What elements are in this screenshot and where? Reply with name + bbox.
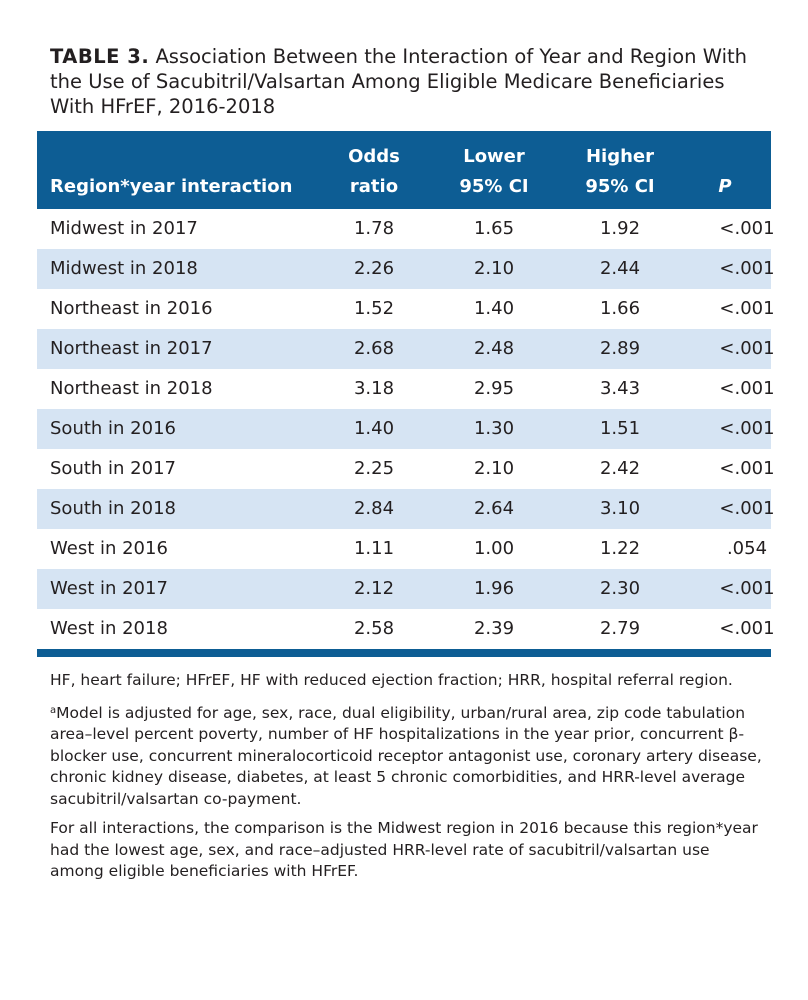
cell-lower-ci: 2.95 — [473, 378, 515, 399]
header-lower-ci-line1: Lower — [463, 146, 525, 167]
cell-higher-ci: 2.89 — [599, 338, 641, 359]
cell-region: West in 2017 — [50, 578, 168, 599]
table-body: Midwest in 2017 1.78 1.65 1.92 <.001 Midwest … — [37, 209, 775, 649]
cell-odds-ratio: 2.84 — [353, 498, 395, 519]
cell-higher-ci: 2.44 — [599, 258, 641, 279]
cell-odds-ratio: 2.26 — [353, 258, 395, 279]
cell-p-value: <.001 — [719, 218, 775, 239]
cell-p-value: <.001 — [719, 578, 775, 599]
cell-higher-ci: 3.43 — [599, 378, 641, 399]
cell-lower-ci: 2.10 — [473, 258, 515, 279]
cell-odds-ratio: 3.18 — [353, 378, 395, 399]
cell-higher-ci: 1.22 — [599, 538, 641, 559]
cell-region: West in 2016 — [50, 538, 168, 559]
cell-odds-ratio: 1.78 — [353, 218, 395, 239]
table-row: Midwest in 2018 2.26 2.10 2.44 <.001 — [37, 249, 775, 289]
table-row: Midwest in 2017 1.78 1.65 1.92 <.001 — [37, 209, 775, 249]
cell-lower-ci: 2.10 — [473, 458, 515, 479]
cell-odds-ratio: 2.12 — [353, 578, 395, 599]
footnotes: HF, heart failure; HFrEF, HF with reduce… — [50, 670, 765, 891]
cell-p-value: <.001 — [719, 338, 775, 359]
cell-p-value: <.001 — [719, 618, 775, 639]
footnote-comparison: For all interactions, the comparison is … — [50, 819, 758, 880]
cell-region: Midwest in 2018 — [50, 258, 198, 279]
cell-odds-ratio: 1.40 — [353, 418, 395, 439]
cell-p-value: <.001 — [719, 378, 775, 399]
cell-lower-ci: 2.39 — [473, 618, 515, 639]
cell-lower-ci: 1.00 — [473, 538, 515, 559]
footnote-abbreviations: HF, heart failure; HFrEF, HF with reduce… — [50, 671, 733, 689]
cell-region: West in 2018 — [50, 618, 168, 639]
cell-lower-ci: 2.48 — [473, 338, 515, 359]
table-row: West in 2018 2.58 2.39 2.79 <.001 — [37, 609, 775, 649]
header-odds-ratio: Odds ratio — [319, 142, 429, 202]
cell-lower-ci: 1.40 — [473, 298, 515, 319]
table-row: South in 2018 2.84 2.64 3.10 <.001 — [37, 489, 775, 529]
header-lower-ci: Lower 95% CI — [439, 142, 549, 202]
table-bottom-rule — [37, 649, 771, 657]
header-region: Region*year interaction — [50, 176, 293, 197]
table-row: Northeast in 2017 2.68 2.48 2.89 <.001 — [37, 329, 775, 369]
cell-lower-ci: 2.64 — [473, 498, 515, 519]
table-row: Northeast in 2016 1.52 1.40 1.66 <.001 — [37, 289, 775, 329]
cell-odds-ratio: 2.25 — [353, 458, 395, 479]
cell-higher-ci: 3.10 — [599, 498, 641, 519]
cell-lower-ci: 1.65 — [473, 218, 515, 239]
cell-region: Northeast in 2016 — [50, 298, 213, 319]
header-odds-ratio-line1: Odds — [348, 146, 400, 167]
cell-higher-ci: 2.30 — [599, 578, 641, 599]
header-higher-ci: Higher 95% CI — [565, 142, 675, 202]
cell-odds-ratio: 1.11 — [353, 538, 395, 559]
table-label: TABLE 3. — [50, 45, 150, 68]
header-higher-ci-line2: 95% CI — [585, 176, 655, 197]
cell-region: South in 2016 — [50, 418, 176, 439]
cell-region: South in 2018 — [50, 498, 176, 519]
cell-higher-ci: 1.92 — [599, 218, 641, 239]
footnote-a-marker: a — [50, 704, 57, 716]
cell-odds-ratio: 2.68 — [353, 338, 395, 359]
header-higher-ci-line1: Higher — [585, 146, 655, 167]
header-odds-ratio-line2: ratio — [349, 176, 399, 197]
table-row: South in 2016 1.40 1.30 1.51 <.001 — [37, 409, 775, 449]
header-lower-ci-line2: 95% CI — [459, 176, 529, 197]
cell-p-value: <.001 — [719, 458, 775, 479]
table-row: South in 2017 2.25 2.10 2.42 <.001 — [37, 449, 775, 489]
data-table: Region*year interaction Odds ratio Lower… — [37, 131, 775, 657]
header-p-value: P — [718, 176, 732, 197]
table-title: Association Between the Interaction of Y… — [50, 45, 748, 118]
cell-p-value: <.001 — [719, 298, 775, 319]
cell-region: South in 2017 — [50, 458, 176, 479]
footnote-a-text: Model is adjusted for age, sex, race, du… — [50, 703, 762, 808]
cell-p-value: <.001 — [719, 258, 775, 279]
table-caption: TABLE 3. Association Between the Interac… — [50, 44, 770, 119]
cell-region: Northeast in 2018 — [50, 378, 213, 399]
table-header: Region*year interaction Odds ratio Lower… — [37, 131, 771, 209]
cell-higher-ci: 2.79 — [599, 618, 641, 639]
cell-p-value: <.001 — [719, 498, 775, 519]
cell-higher-ci: 1.66 — [599, 298, 641, 319]
cell-p-value: <.001 — [719, 418, 775, 439]
cell-lower-ci: 1.96 — [473, 578, 515, 599]
table-row: West in 2016 1.11 1.00 1.22 .054 — [37, 529, 771, 569]
cell-higher-ci: 2.42 — [599, 458, 641, 479]
cell-odds-ratio: 1.52 — [353, 298, 395, 319]
cell-higher-ci: 1.51 — [599, 418, 641, 439]
footnote-a: aModel is adjusted for age, sex, race, d… — [50, 700, 765, 811]
cell-region: Midwest in 2017 — [50, 218, 198, 239]
table-row: West in 2017 2.12 1.96 2.30 <.001 — [37, 569, 775, 609]
cell-region: Northeast in 2017 — [50, 338, 213, 359]
cell-lower-ci: 1.30 — [473, 418, 515, 439]
cell-p-value: .054 — [726, 538, 768, 559]
table-row: Northeast in 2018 3.18 2.95 3.43 <.001 — [37, 369, 775, 409]
cell-odds-ratio: 2.58 — [353, 618, 395, 639]
